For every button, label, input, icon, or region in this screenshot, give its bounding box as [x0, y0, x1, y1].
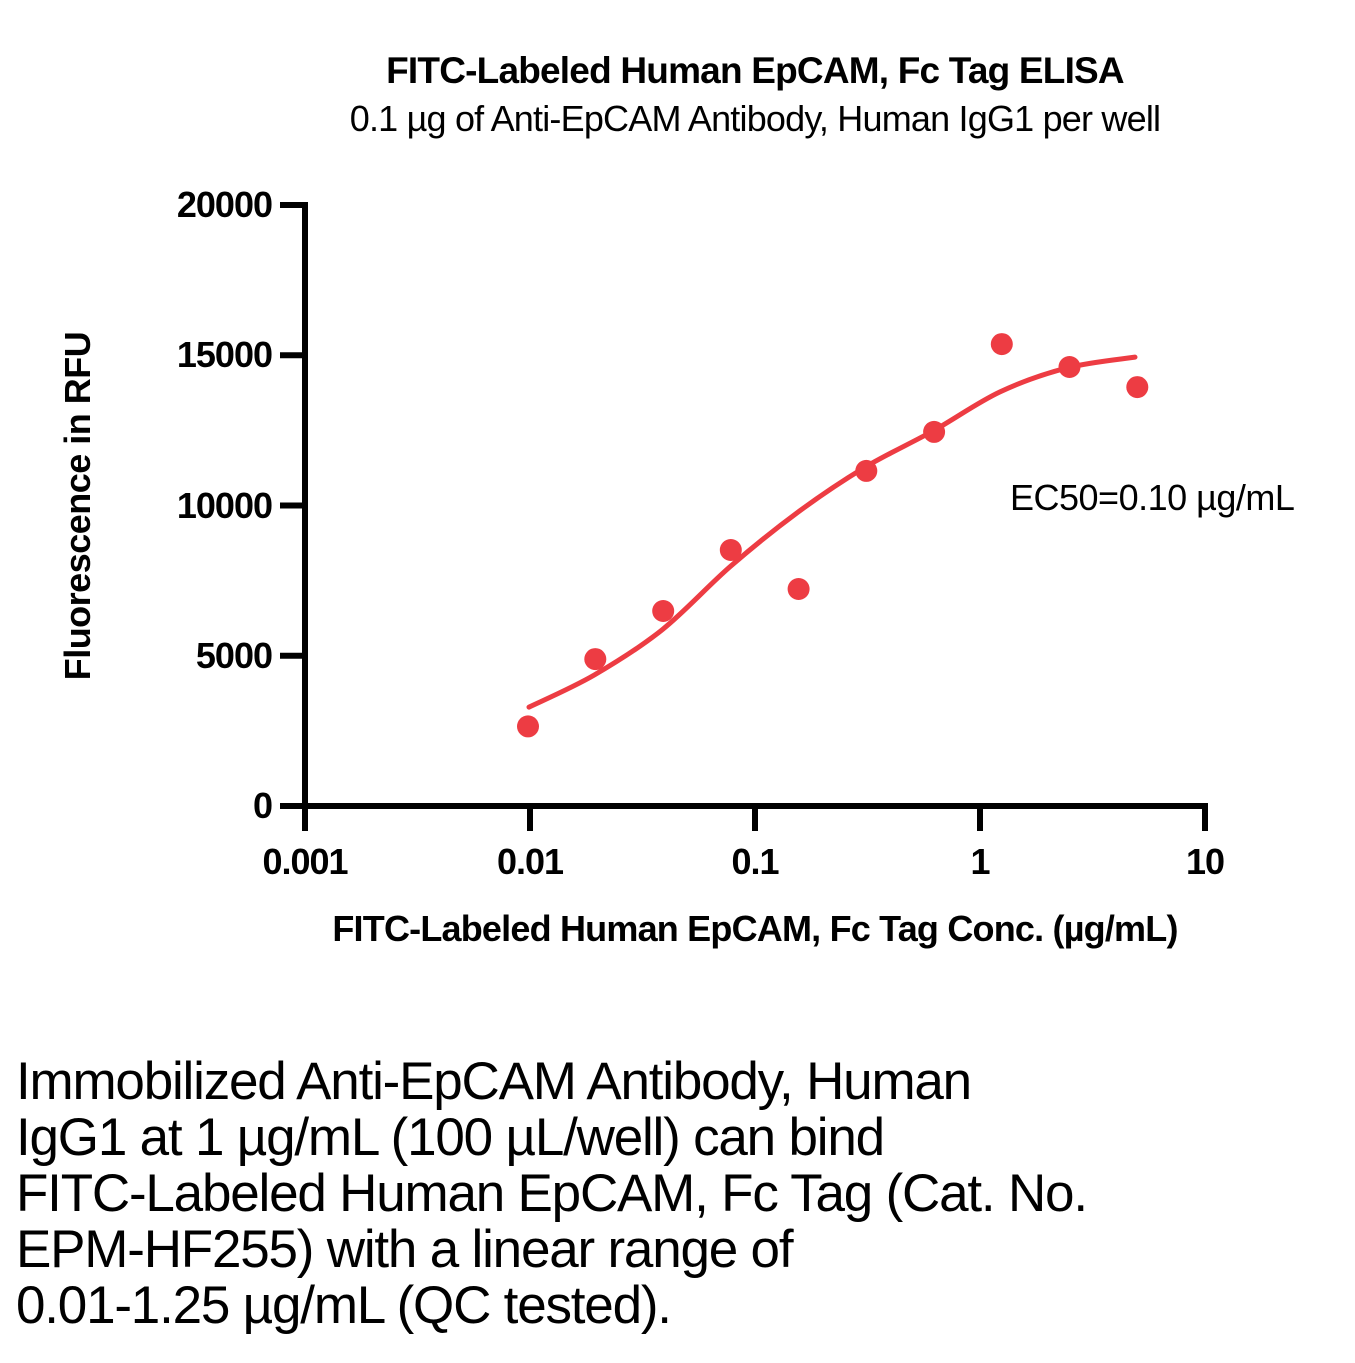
x-tick-label: 10 [1185, 841, 1225, 882]
y-tick-label: 15000 [176, 334, 273, 376]
data-point [517, 715, 539, 738]
x-tick-label: 1 [970, 841, 990, 882]
y-tick-label: 0 [252, 785, 273, 826]
figure-caption: Immobilized Anti-EpCAM Antibody, Human I… [16, 1052, 1088, 1335]
data-point [923, 420, 946, 443]
chart-title: FITC-Labeled Human EpCAM, Fc Tag ELISA [386, 50, 1125, 91]
data-point [719, 539, 742, 561]
data-point [1126, 376, 1149, 399]
data-point [652, 600, 675, 622]
ec50-annotation: EC50=0.10 µg/mL [1010, 477, 1295, 518]
y-tick-label: 5000 [195, 634, 273, 676]
x-axis-title: FITC-Labeled Human EpCAM, Fc Tag Conc. (… [332, 908, 1178, 949]
x-tick-label: 0.01 [496, 841, 564, 882]
y-tick-label: 10000 [176, 484, 273, 526]
y-axis-title: Fluorescence in RFU [57, 331, 98, 681]
fit-curve [526, 354, 1138, 710]
data-point [787, 578, 810, 600]
data-point [1058, 356, 1081, 378]
data-point [855, 459, 878, 482]
x-tick-label: 0.1 [731, 841, 779, 882]
data-point [990, 333, 1013, 356]
x-tick-label: 0.001 [262, 841, 348, 882]
data-point [584, 648, 607, 671]
y-tick-label: 20000 [176, 184, 273, 225]
chart-subtitle: 0.1 µg of Anti-EpCAM Antibody, Human IgG… [349, 98, 1161, 139]
